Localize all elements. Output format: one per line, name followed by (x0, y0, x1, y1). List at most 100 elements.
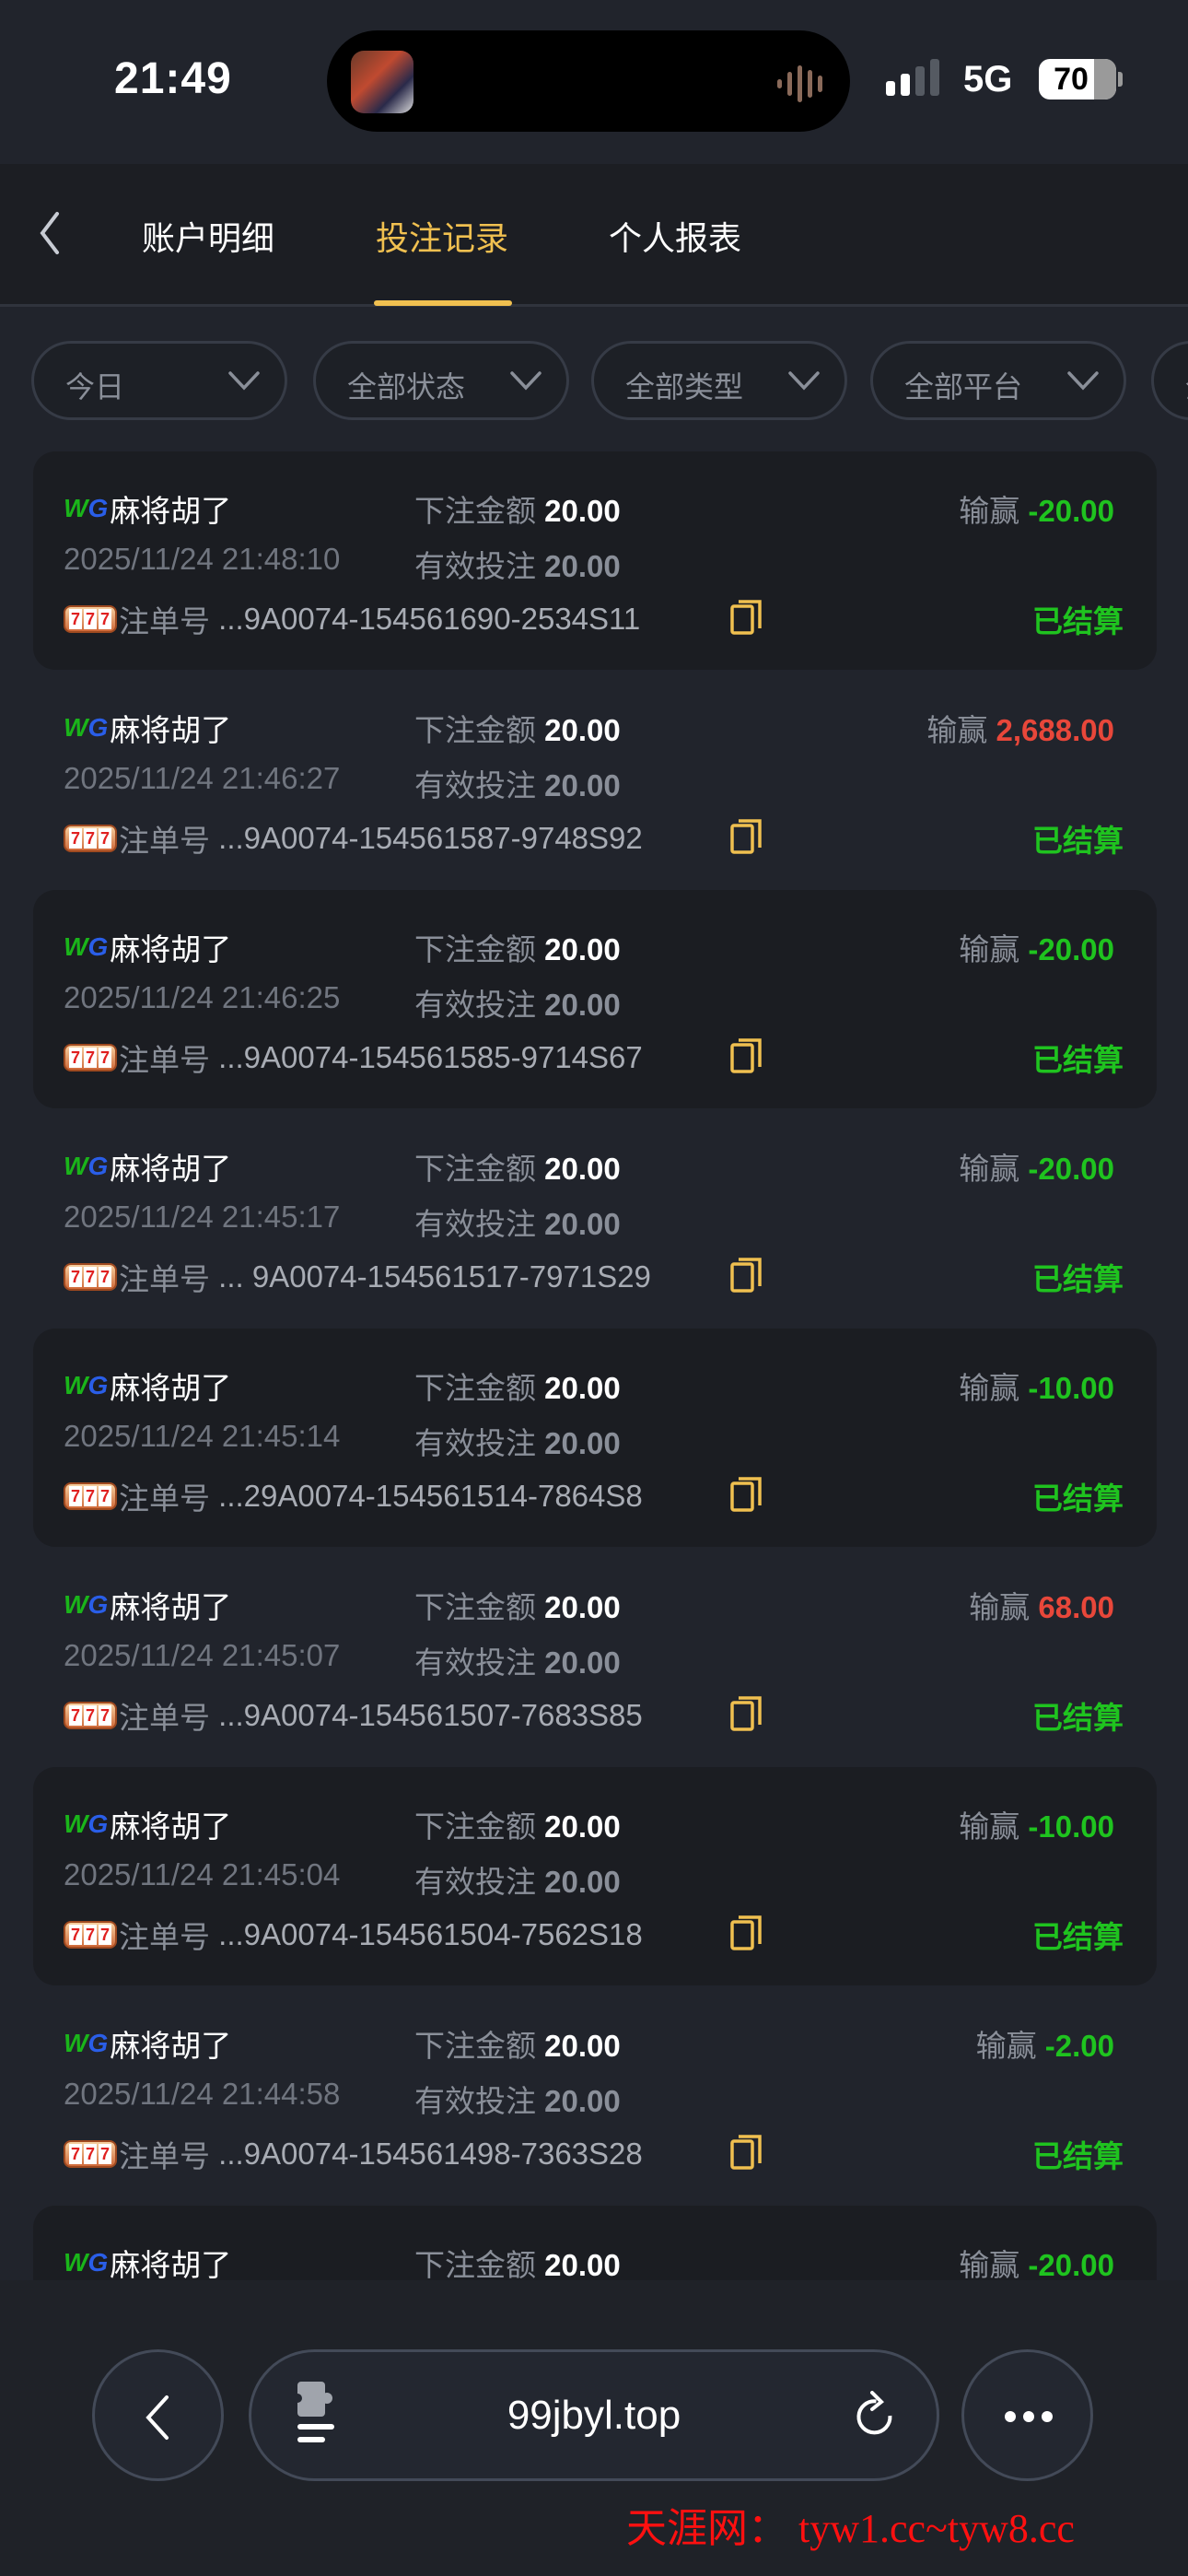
valid-bet: 有效投注 20.00 (414, 988, 621, 1022)
ellipsis-icon (1005, 2411, 1053, 2422)
chevron-left-icon (146, 2395, 169, 2440)
valid-bet: 有效投注 20.00 (414, 2084, 621, 2118)
copy-icon[interactable] (729, 818, 763, 855)
watermark: 天涯网： tyw1.cc~tyw8.cc (626, 2506, 1075, 2551)
battery-icon: 70 (1039, 59, 1116, 100)
bet-record-card[interactable]: WG 麻将胡了 下注金额 20.00 输赢 2,688.00 2025/11/24 … (33, 671, 1157, 889)
win-loss: 输赢 -20.00 (959, 2248, 1114, 2280)
tab-header: 账户明细 投注记录 个人报表 (0, 164, 1188, 307)
valid-bet: 有效投注 20.00 (414, 768, 621, 802)
filter-label: 全部平台 (904, 370, 1023, 404)
copy-icon[interactable] (729, 2134, 763, 2171)
order-number: 7 7 7 注单号 ...9A0074-154561585-9714S67 (64, 1036, 643, 1080)
tab-personal-report[interactable]: 个人报表 (609, 219, 742, 257)
bet-time: 2025/11/24 21:46:27 (64, 761, 341, 795)
active-tab-indicator (374, 300, 512, 306)
valid-bet: 有效投注 20.00 (414, 1865, 621, 1899)
filter-dropdown[interactable]: 全部类型 (591, 341, 847, 420)
now-playing-artwork (351, 51, 413, 113)
order-number: 7 7 7 注单号 ...9A0074-154561507-7683S85 (64, 1693, 643, 1738)
order-number: 7 7 7 注单号 ...9A0074-154561498-7363S28 (64, 2132, 643, 2176)
more-options-button[interactable] (961, 2349, 1093, 2481)
filter-dropdown[interactable]: 全部平台 (870, 341, 1126, 420)
win-loss-value: 2,688.00 (996, 713, 1114, 747)
filter-dropdown[interactable]: 全部 (1151, 341, 1188, 420)
tab-bet-records[interactable]: 投注记录 (376, 219, 509, 257)
bet-record-list: WG 麻将胡了 下注金额 20.00 输赢 -20.00 2025/11/24 21… (0, 451, 1188, 2280)
win-loss: 输赢 -20.00 (959, 1152, 1114, 1186)
valid-bet: 有效投注 20.00 (414, 1645, 621, 1680)
game-name: WG 麻将胡了 (64, 932, 232, 966)
battery-level: 70 (1054, 62, 1089, 97)
bet-time: 2025/11/24 21:45:07 (64, 1638, 341, 1672)
copy-icon[interactable] (729, 1257, 763, 1294)
game-name: WG 麻将胡了 (64, 2248, 232, 2280)
bet-record-card[interactable]: WG 麻将胡了 下注金额 20.00 输赢 -10.00 2025/11/24 21… (33, 1329, 1157, 1547)
dynamic-island[interactable] (327, 30, 850, 132)
bet-amount: 下注金额 20.00 (414, 1152, 621, 1186)
copy-icon[interactable] (729, 1037, 763, 1074)
wg-provider-logo: WG (64, 1809, 109, 1838)
bet-amount: 下注金额 20.00 (414, 713, 621, 747)
bet-record-card[interactable]: WG 麻将胡了 下注金额 20.00 输赢 -2.00 2025/11/24 21:… (33, 1986, 1157, 2205)
back-icon[interactable] (35, 210, 63, 256)
valid-bet: 有效投注 20.00 (414, 549, 621, 583)
wg-provider-logo: WG (64, 2248, 109, 2277)
win-loss-value: -20.00 (1028, 2248, 1114, 2280)
status-badge: 已结算 (1032, 1043, 1124, 1077)
bet-record-card[interactable]: WG 麻将胡了 下注金额 20.00 输赢 -20.00 2025/11/24 21… (33, 451, 1157, 670)
bet-time: 2025/11/24 21:46:25 (64, 980, 341, 1014)
copy-icon[interactable] (729, 1695, 763, 1732)
bet-amount: 下注金额 20.00 (414, 494, 621, 528)
game-name: WG 麻将胡了 (64, 1809, 232, 1844)
bet-amount: 下注金额 20.00 (414, 1371, 621, 1405)
bet-amount: 下注金额 20.00 (414, 932, 621, 966)
game-name: WG 麻将胡了 (64, 713, 232, 747)
filter-dropdown[interactable]: 全部状态 (313, 341, 569, 420)
win-loss: 输赢 68.00 (969, 1590, 1114, 1624)
bet-amount: 下注金额 20.00 (414, 2029, 621, 2063)
chevron-down-icon (1067, 371, 1099, 391)
bet-time: 2025/11/24 21:45:17 (64, 1200, 341, 1234)
filter-bar: 今日 全部状态 全部类型 全部平台 全部 (0, 341, 1188, 420)
game-name: WG 麻将胡了 (64, 2029, 232, 2063)
order-number: 7 7 7 注单号 ...9A0074-154561504-7562S18 (64, 1913, 643, 1957)
bet-record-card[interactable]: WG 麻将胡了 下注金额 20.00 输赢 -20.00 2025/11/24 21… (33, 890, 1157, 1108)
status-bar: 21:49 5G 70 (0, 0, 1188, 164)
bet-time: 2025/11/24 21:48:10 (64, 542, 341, 576)
copy-icon[interactable] (729, 599, 763, 636)
url-text: 99jbyl.top (507, 2393, 681, 2438)
bet-record-card[interactable]: WG 麻将胡了 下注金额 20.00 输赢 -20.00 2025/11/24 21… (33, 1109, 1157, 1328)
game-name: WG 麻将胡了 (64, 1152, 232, 1186)
win-loss-value: -2.00 (1044, 2029, 1114, 2063)
win-loss: 输赢 -10.00 (959, 1371, 1114, 1405)
bet-time: 2025/11/24 21:44:58 (64, 2077, 341, 2111)
address-bar[interactable]: 99jbyl.top (249, 2349, 939, 2481)
wg-provider-logo: WG (64, 932, 109, 961)
copy-icon[interactable] (729, 1476, 763, 1513)
network-type: 5G (963, 59, 1013, 100)
filter-dropdown[interactable]: 今日 (31, 341, 287, 420)
reload-icon[interactable] (854, 2391, 896, 2444)
win-loss-value: -10.00 (1028, 1809, 1114, 1844)
order-number: 7 7 7 注单号 ...9A0074-154561587-9748S92 (64, 816, 643, 861)
bet-record-card[interactable]: WG 麻将胡了 下注金额 20.00 输赢 -20.00 (33, 2206, 1157, 2280)
bet-record-card[interactable]: WG 麻将胡了 下注金额 20.00 输赢 68.00 2025/11/24 21:… (33, 1548, 1157, 1766)
bet-record-card[interactable]: WG 麻将胡了 下注金额 20.00 输赢 -10.00 2025/11/24 21… (33, 1767, 1157, 1985)
copy-icon[interactable] (729, 1914, 763, 1951)
win-loss: 输赢 -10.00 (959, 1809, 1114, 1844)
order-number: 7 7 7 注单号 ... 9A0074-154561517-7971S29 (64, 1255, 651, 1299)
tab-account-details[interactable]: 账户明细 (142, 219, 275, 257)
win-loss-value: -20.00 (1028, 494, 1114, 528)
bet-amount: 下注金额 20.00 (414, 1809, 621, 1844)
win-loss-value: -10.00 (1028, 1371, 1114, 1405)
browser-back-button[interactable] (92, 2349, 224, 2481)
game-name: WG 麻将胡了 (64, 1371, 232, 1405)
audio-wave-icon (777, 65, 822, 102)
